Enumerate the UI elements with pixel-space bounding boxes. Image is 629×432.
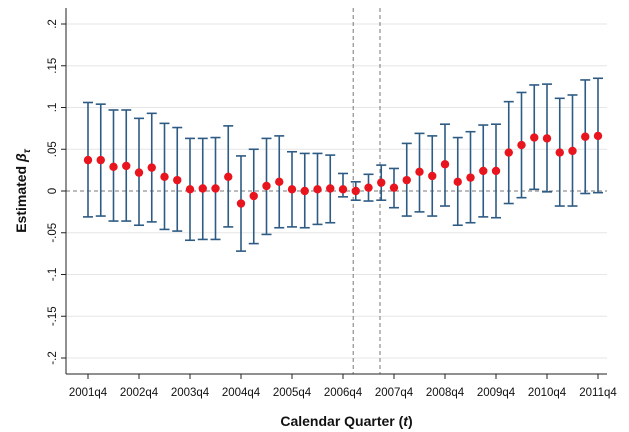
y-tick-label: -.1 — [47, 268, 59, 281]
x-tick-label: 2005q4 — [273, 387, 312, 399]
data-point — [211, 184, 220, 193]
data-points — [83, 131, 603, 208]
y-tick-label: -.15 — [47, 306, 59, 326]
data-point — [428, 171, 437, 181]
error-bars — [83, 77, 603, 252]
data-point — [568, 146, 577, 156]
data-point — [504, 148, 513, 157]
data-point — [581, 132, 590, 141]
data-point — [185, 185, 195, 194]
data-point — [517, 140, 526, 150]
x-tick-label: 2003q4 — [171, 387, 210, 399]
y-tick-label: .05 — [47, 141, 59, 157]
y-tick-label: -.05 — [47, 223, 59, 243]
data-point — [134, 168, 144, 177]
y-tick-label: .1 — [47, 103, 59, 113]
data-point — [313, 185, 322, 194]
data-point — [479, 166, 488, 176]
y-axis-title: Estimated βτ — [13, 148, 33, 233]
x-tick-label: 2004q4 — [222, 387, 261, 399]
y-tick-label: .15 — [47, 58, 59, 74]
data-point — [542, 134, 552, 143]
x-tick-label: 2006q4 — [324, 387, 363, 399]
x-tick-label: 2010q4 — [528, 387, 567, 399]
x-tick-label: 2002q4 — [120, 387, 159, 399]
data-point — [326, 184, 335, 193]
reference-lines — [66, 8, 607, 374]
data-point — [173, 175, 182, 185]
data-point — [287, 185, 297, 194]
data-point — [555, 148, 564, 157]
data-point — [160, 172, 169, 182]
data-point — [364, 183, 373, 192]
y-tick-label: -.2 — [47, 351, 59, 364]
data-point — [466, 173, 475, 182]
data-point — [377, 178, 386, 187]
data-point — [224, 172, 233, 182]
data-point — [96, 155, 105, 165]
x-tick-label: 2007q4 — [375, 387, 414, 399]
data-point — [275, 177, 284, 187]
tick-labels: -.2 -.15 -.1 -.05 0 .05 .1 .15 .2 2001q4 2002q4 200… — [47, 19, 617, 399]
data-point — [338, 185, 348, 194]
data-point — [122, 161, 131, 171]
data-point — [453, 177, 462, 187]
x-axis-title: Calendar Quarter (t) — [280, 413, 412, 429]
data-point — [236, 199, 246, 208]
x-tick-label: 2011q4 — [579, 387, 617, 399]
data-point — [491, 166, 501, 176]
x-tick-label: 2008q4 — [426, 387, 465, 399]
x-tick-label: 2009q4 — [477, 387, 516, 399]
data-point — [593, 131, 603, 141]
data-point — [300, 186, 309, 196]
data-point — [249, 191, 258, 201]
data-point — [440, 160, 450, 169]
data-point — [402, 175, 411, 185]
y-tick-label: 0 — [47, 188, 59, 194]
data-point — [262, 181, 271, 191]
data-point — [351, 186, 360, 196]
data-point — [83, 155, 93, 165]
data-point — [147, 163, 156, 172]
data-point — [415, 167, 424, 176]
data-point — [198, 184, 207, 193]
data-point — [109, 162, 118, 171]
data-point — [389, 183, 399, 192]
data-point — [530, 133, 539, 142]
y-grid-lines — [66, 23, 607, 359]
x-tick-label: 2001q4 — [69, 387, 108, 399]
axes — [61, 8, 607, 379]
y-tick-label: .2 — [47, 19, 59, 29]
